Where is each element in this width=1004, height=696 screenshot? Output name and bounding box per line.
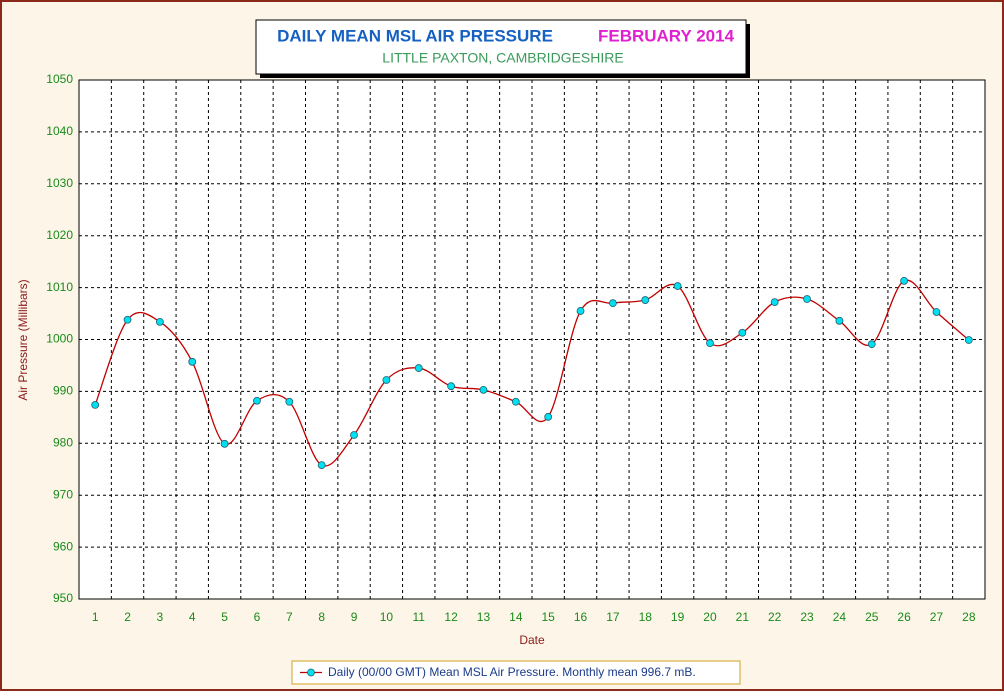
chart-title-date: FEBRUARY 2014 — [598, 26, 735, 45]
x-tick-label: 1 — [92, 610, 99, 624]
x-tick-label: 24 — [833, 610, 847, 624]
title-box — [255, 19, 747, 75]
x-tick-label: 23 — [800, 610, 814, 624]
data-point — [738, 328, 747, 337]
data-point — [544, 412, 553, 421]
x-tick-label: 5 — [221, 610, 228, 624]
data-point — [511, 397, 520, 406]
data-point — [317, 461, 326, 469]
data-point — [479, 385, 488, 394]
y-tick-label: 1010 — [46, 280, 73, 294]
y-tick-label: 960 — [53, 539, 73, 553]
y-tick-label: 1000 — [46, 332, 73, 346]
data-point — [91, 400, 100, 409]
x-tick-label: 22 — [768, 610, 782, 624]
y-tick-label: 1040 — [46, 124, 73, 138]
y-tick-label: 1030 — [46, 176, 73, 190]
data-point — [608, 299, 617, 308]
x-tick-label: 9 — [351, 610, 358, 624]
x-tick-label: 28 — [962, 610, 976, 624]
data-point — [414, 364, 423, 372]
data-point — [673, 282, 682, 290]
data-point — [900, 276, 909, 285]
x-tick-label: 4 — [189, 610, 196, 624]
x-tick-label: 2 — [124, 610, 131, 624]
y-axis-label: Air Pressure (Millibars) — [16, 279, 30, 400]
y-tick-label: 1020 — [46, 228, 73, 242]
data-point — [382, 376, 391, 384]
data-point — [706, 339, 714, 348]
data-point — [835, 316, 844, 325]
y-tick-label: 950 — [53, 591, 73, 605]
legend — [291, 660, 741, 685]
x-tick-label: 16 — [574, 610, 588, 624]
y-tick-label: 970 — [53, 487, 73, 501]
x-tick-label: 11 — [413, 610, 426, 624]
x-tick-label: 20 — [703, 610, 717, 624]
data-point — [641, 296, 650, 304]
data-point — [867, 340, 876, 349]
x-tick-label: 26 — [897, 610, 911, 624]
x-tick-label: 15 — [541, 610, 555, 624]
legend-marker — [307, 668, 315, 677]
data-point — [803, 295, 811, 303]
y-tick-label: 980 — [53, 435, 73, 449]
x-tick-label: 14 — [509, 610, 523, 624]
x-tick-label: 13 — [477, 610, 491, 624]
data-point — [155, 317, 164, 326]
x-tick-label: 25 — [865, 610, 879, 624]
x-tick-label: 10 — [380, 610, 394, 624]
x-tick-label: 6 — [254, 610, 261, 624]
x-tick-label: 19 — [671, 610, 685, 624]
x-tick-label: 27 — [930, 610, 944, 624]
series-line — [94, 279, 970, 467]
x-tick-label: 17 — [606, 610, 620, 624]
legend-label: Daily (00/00 GMT) Mean MSL Air Pressure.… — [328, 665, 696, 679]
x-tick-label: 18 — [639, 610, 653, 624]
data-point — [285, 397, 294, 406]
x-axis-label: Date — [519, 633, 545, 647]
data-point — [576, 307, 585, 315]
x-tick-label: 3 — [157, 610, 164, 624]
data-point — [447, 382, 456, 391]
data-point — [932, 308, 941, 316]
data-point — [770, 298, 779, 307]
data-point — [253, 396, 261, 405]
x-tick-label: 12 — [444, 610, 458, 624]
x-tick-label: 7 — [286, 610, 293, 624]
chart-subtitle: LITTLE PAXTON, CAMBRIDGESHIRE — [382, 50, 623, 66]
chart-title: DAILY MEAN MSL AIR PRESSURE — [277, 26, 553, 45]
data-point — [350, 431, 358, 439]
y-tick-label: 990 — [53, 384, 73, 398]
x-tick-label: 21 — [736, 610, 750, 624]
data-point — [123, 315, 132, 324]
data-point — [188, 357, 197, 366]
x-tick-label: 8 — [318, 610, 325, 624]
data-point — [964, 336, 973, 344]
y-tick-label: 1050 — [46, 72, 73, 86]
data-point — [220, 439, 229, 448]
